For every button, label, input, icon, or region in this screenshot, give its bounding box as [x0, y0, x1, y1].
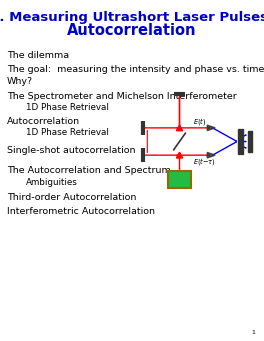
Text: $E(t{-}\tau)$: $E(t{-}\tau)$	[193, 157, 216, 167]
Text: Single-shot autocorrelation: Single-shot autocorrelation	[7, 146, 135, 155]
Text: 1D Phase Retrieval: 1D Phase Retrieval	[26, 103, 109, 112]
Text: $E(t)$: $E(t)$	[193, 116, 206, 127]
Text: 1: 1	[251, 330, 255, 335]
Text: Interferometric Autocorrelation: Interferometric Autocorrelation	[7, 207, 155, 216]
Text: Why?: Why?	[7, 77, 33, 86]
Bar	[248, 131, 252, 152]
Text: 14. Measuring Ultrashort Laser Pulses I:: 14. Measuring Ultrashort Laser Pulses I:	[0, 11, 264, 24]
Text: Autocorrelation: Autocorrelation	[7, 117, 80, 125]
Polygon shape	[207, 152, 215, 158]
Text: Third-order Autocorrelation: Third-order Autocorrelation	[7, 193, 136, 202]
Bar	[238, 129, 240, 154]
Text: The Spectrometer and Michelson Interferometer: The Spectrometer and Michelson Interfero…	[7, 92, 236, 101]
Text: The goal:  measuring the intensity and phase vs. time (or frequency): The goal: measuring the intensity and ph…	[7, 65, 264, 74]
Text: The Autocorrelation and Spectrum: The Autocorrelation and Spectrum	[7, 166, 170, 175]
Polygon shape	[207, 125, 215, 131]
Polygon shape	[176, 125, 183, 131]
Text: The dilemma: The dilemma	[7, 51, 69, 60]
Text: Ambiguities: Ambiguities	[26, 178, 78, 187]
Text: Autocorrelation: Autocorrelation	[67, 23, 197, 38]
Polygon shape	[176, 152, 183, 158]
FancyBboxPatch shape	[168, 171, 191, 188]
Bar	[241, 129, 243, 154]
Text: 1D Phase Retrieval: 1D Phase Retrieval	[26, 128, 109, 137]
